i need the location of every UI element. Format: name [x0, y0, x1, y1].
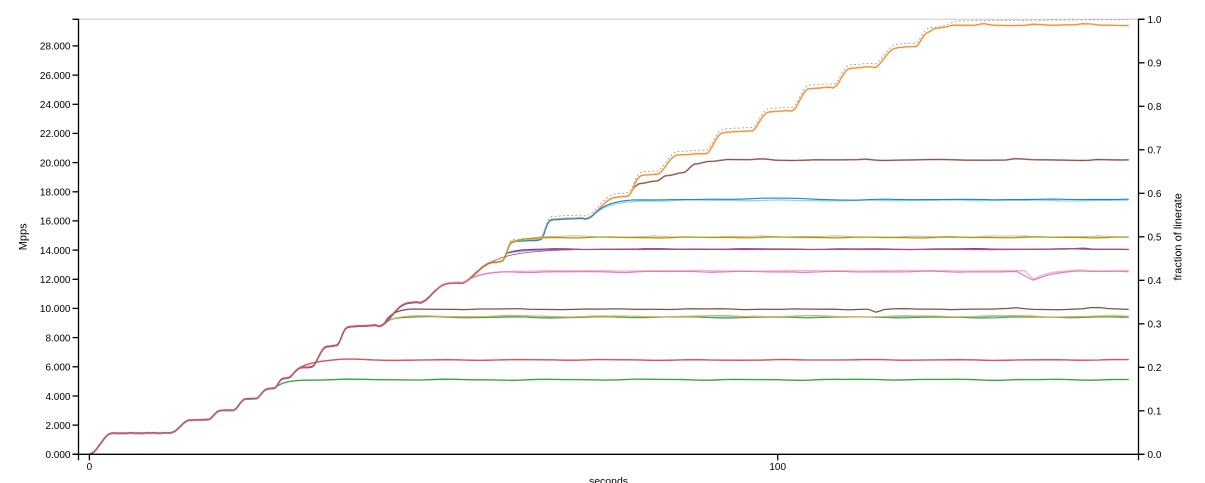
svg-text:28.000: 28.000 [40, 42, 71, 53]
svg-text:2.000: 2.000 [45, 421, 70, 432]
svg-text:14.000: 14.000 [40, 246, 71, 257]
svg-text:16.000: 16.000 [40, 217, 71, 228]
svg-text:0.5: 0.5 [1148, 232, 1162, 243]
svg-text:100: 100 [769, 462, 786, 473]
svg-text:fraction of linerate: fraction of linerate [1173, 193, 1185, 280]
svg-text:Mpps: Mpps [18, 223, 30, 250]
svg-text:8.000: 8.000 [45, 333, 70, 344]
svg-text:24.000: 24.000 [40, 100, 71, 111]
svg-text:10.000: 10.000 [40, 304, 71, 315]
svg-text:4.000: 4.000 [45, 392, 70, 403]
svg-text:1.0: 1.0 [1148, 15, 1162, 26]
svg-text:22.000: 22.000 [40, 129, 71, 140]
svg-text:0.000: 0.000 [45, 450, 70, 461]
svg-text:0: 0 [87, 462, 93, 473]
svg-text:0.8: 0.8 [1148, 102, 1162, 113]
svg-text:0.9: 0.9 [1148, 58, 1162, 69]
svg-text:0.0: 0.0 [1148, 450, 1162, 461]
svg-text:0.2: 0.2 [1148, 363, 1162, 374]
svg-text:0.7: 0.7 [1148, 145, 1162, 156]
svg-text:26.000: 26.000 [40, 71, 71, 82]
svg-text:0.1: 0.1 [1148, 406, 1162, 417]
svg-text:12.000: 12.000 [40, 275, 71, 286]
svg-text:20.000: 20.000 [40, 158, 71, 169]
svg-text:0.6: 0.6 [1148, 189, 1162, 200]
svg-text:18.000: 18.000 [40, 188, 71, 199]
svg-text:6.000: 6.000 [45, 363, 70, 374]
svg-text:seconds: seconds [589, 476, 628, 483]
svg-text:0.4: 0.4 [1148, 276, 1162, 287]
svg-text:0.3: 0.3 [1148, 319, 1162, 330]
